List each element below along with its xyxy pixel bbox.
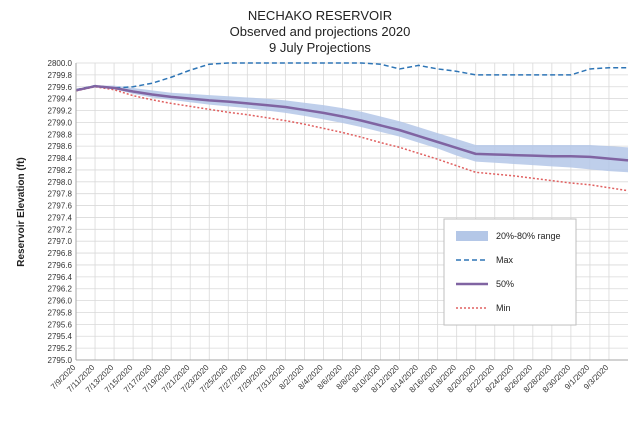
y-tick-label: 2795.8 — [48, 308, 73, 317]
legend-label: 50% — [496, 279, 514, 289]
y-tick-label: 2800.0 — [48, 59, 73, 68]
legend: 20%-80% range Max 50% Min — [443, 218, 577, 326]
chart-title-line-1: NECHAKO RESERVOIR — [248, 8, 392, 23]
axis-layer — [75, 63, 628, 361]
series-line-50pct — [75, 84, 629, 162]
legend-label: Min — [496, 303, 511, 313]
y-tick-label: 2796.8 — [48, 249, 73, 258]
y-tick-label: 2798.8 — [48, 130, 73, 139]
legend-swatch-band — [456, 231, 488, 241]
y-tick-label: 2795.0 — [48, 356, 73, 365]
grid — [75, 62, 628, 361]
y-tick-label: 2796.0 — [48, 297, 73, 306]
y-tick-label: 2799.4 — [48, 95, 73, 104]
band-layer — [76, 85, 628, 173]
y-tick-label: 2797.8 — [48, 190, 73, 199]
y-tick-label: 2799.6 — [48, 83, 73, 92]
series-layer — [75, 62, 629, 192]
y-tick-label: 2798.2 — [48, 166, 73, 175]
y-tick-label: 2795.2 — [48, 344, 73, 353]
y-tick-label: 2798.6 — [48, 142, 73, 151]
y-tick-label: 2799.8 — [48, 71, 73, 80]
y-tick-label: 2796.4 — [48, 273, 73, 282]
y-tick-label: 2797.6 — [48, 202, 73, 211]
band-20-80-range — [76, 85, 628, 173]
y-tick-label: 2799.2 — [48, 107, 73, 116]
y-tick-labels: 2795.0 2795.2 2795.4 2795.6 2795.8 2796.0 2796… — [48, 59, 73, 365]
y-tick-label: 2798.0 — [48, 178, 73, 187]
x-tick-labels: 7/9/20207/11/20207/13/20207/15/20207/17/… — [49, 363, 611, 395]
y-tick-label: 2799.0 — [48, 118, 73, 127]
y-axis-title: Reservoir Elevation (ft) — [16, 157, 27, 266]
chart-title-line-2: Observed and projections 2020 — [230, 24, 411, 39]
series-line-min — [75, 86, 629, 192]
y-tick-label: 2795.4 — [48, 332, 73, 341]
y-tick-label: 2797.2 — [48, 225, 73, 234]
y-tick-label: 2796.6 — [48, 261, 73, 270]
y-tick-label: 2796.2 — [48, 285, 73, 294]
y-tick-label: 2798.4 — [48, 154, 73, 163]
legend-label: Max — [496, 255, 514, 265]
series-line-max — [75, 62, 628, 91]
chart-title: NECHAKO RESERVOIR Observed and projectio… — [230, 8, 411, 55]
y-tick-label: 2795.6 — [48, 320, 73, 329]
y-tick-label: 2797.0 — [48, 237, 73, 246]
y-tick-label: 2797.4 — [48, 213, 73, 222]
legend-label: 20%-80% range — [496, 231, 561, 241]
chart-title-line-3: 9 July Projections — [269, 40, 371, 55]
